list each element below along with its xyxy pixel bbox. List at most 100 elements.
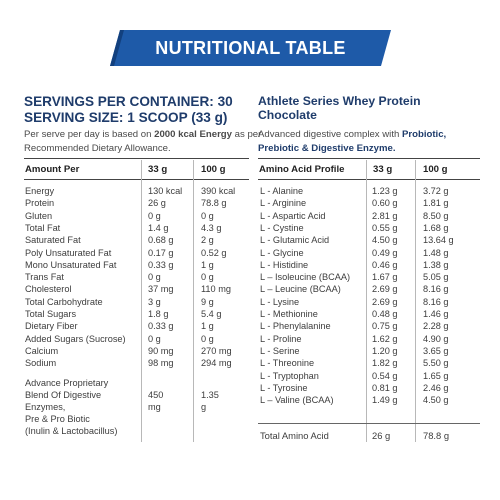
nutrient-value-33g: 1.4 g bbox=[148, 222, 169, 233]
right-table-top-rule bbox=[258, 158, 480, 159]
amino-row: L - Threonine 1.82 g 5.50 g bbox=[0, 357, 500, 369]
amino-value-100g: 5.50 g bbox=[423, 358, 449, 369]
digestive-note-pre: Advanced digestive complex with bbox=[258, 129, 402, 140]
total-amino-33g: 26 g bbox=[372, 430, 391, 441]
amino-row: L – Isoleucine (BCAA) 1.67 g 5.05 g bbox=[0, 271, 500, 283]
amino-row: L - Methionine 0.48 g 1.46 g bbox=[0, 308, 500, 320]
nutrient-value-33g: 0.33 g bbox=[148, 259, 174, 270]
nutrient-value-33g: 0 g bbox=[148, 333, 161, 344]
nutrient-row: Sodium 98 mg 294 mg bbox=[0, 357, 500, 369]
right-table-header-rule bbox=[258, 179, 480, 180]
amino-value-100g: 4.50 g bbox=[423, 395, 449, 406]
left-col-head-amount: Amount Per bbox=[25, 164, 80, 175]
digestive-note-probiotic: Probiotic, bbox=[401, 129, 447, 140]
right-col-head-33g: 33 g bbox=[373, 164, 393, 175]
amino-value-33g: 0.48 g bbox=[372, 309, 398, 319]
amino-value-100g: 8.16 g bbox=[423, 296, 449, 307]
left-table-divider-2 bbox=[193, 160, 194, 442]
servings-per-container: SERVINGS PER CONTAINER: 30 bbox=[24, 94, 233, 109]
amino-row: L – Valine (BCAA) 1.49 g 4.50 g bbox=[0, 394, 500, 406]
amino-row: L - Glutamic Acid 4.50 g 13.64 g bbox=[0, 234, 500, 246]
nutrient-value-33g: 26 g bbox=[148, 198, 166, 209]
blend-label-5: (Inulin & Lactobacillus) bbox=[25, 426, 118, 436]
rda-note: Per serve per day is based on 2000 kcal … bbox=[24, 128, 262, 156]
nutrient-value-33g: 1.8 g bbox=[148, 309, 169, 319]
serving-size: SERVING SIZE: 1 SCOOP (33 g) bbox=[24, 110, 228, 125]
nutrient-row: Protein 26 g 78.8 g bbox=[0, 197, 500, 209]
amino-label: L - Aspartic Acid bbox=[260, 210, 326, 221]
nutrient-value-33g: 0.68 g bbox=[148, 235, 174, 246]
nutrient-row: Cholesterol 37 mg 110 mg bbox=[0, 283, 500, 295]
amino-label: L - Serine bbox=[260, 345, 300, 356]
nutrient-row: Calcium 90 mg 270 mg bbox=[0, 345, 500, 357]
amino-label: L – Isoleucine (BCAA) bbox=[260, 272, 351, 283]
amino-value-100g: 13.64 g bbox=[423, 235, 454, 246]
rda-note-post: as per Recommended Dietary Allowance. bbox=[24, 129, 262, 154]
amino-value-100g: 5.05 g bbox=[423, 272, 449, 283]
amino-row: L - Cystine 0.55 g 1.68 g bbox=[0, 222, 500, 234]
amino-value-33g: 2.69 g bbox=[372, 284, 398, 295]
amino-label: L - Alanine bbox=[260, 186, 304, 196]
amino-label: L - Lysine bbox=[260, 296, 300, 307]
right-table-divider-2 bbox=[415, 160, 416, 442]
nutrient-row: Total Fat 1.4 g 4.3 g bbox=[0, 222, 500, 234]
nutrient-label: Poly Unsaturated Fat bbox=[25, 247, 112, 258]
nutrient-row: Poly Unsaturated Fat 0.17 g 0.52 g bbox=[0, 247, 500, 259]
nutrient-value-100g: 1 g bbox=[201, 321, 214, 332]
nutrient-row: Saturated Fat 0.68 g 2 g bbox=[0, 234, 500, 246]
amino-value-33g: 1.62 g bbox=[372, 333, 398, 344]
amino-label: L - Glycine bbox=[260, 247, 304, 258]
amino-value-100g: 1.81 g bbox=[423, 198, 449, 209]
nutrient-row: Gluten 0 g 0 g bbox=[0, 210, 500, 222]
nutrient-value-33g: 130 kcal bbox=[148, 186, 183, 196]
digestive-note: Advanced digestive complex with Probioti… bbox=[258, 128, 483, 156]
amino-value-100g: 8.50 g bbox=[423, 210, 449, 221]
nutrient-row: Mono Unsaturated Fat 0.33 g 1 g bbox=[0, 259, 500, 271]
amino-value-33g: 1.82 g bbox=[372, 358, 398, 369]
nutrient-value-33g: 0 g bbox=[148, 272, 161, 283]
blend-value-100g: 1.35 g bbox=[201, 390, 219, 412]
amino-label: L - Histidine bbox=[260, 259, 309, 270]
right-col-head-100g: 100 g bbox=[423, 164, 448, 175]
nutrient-value-100g: 294 mg bbox=[201, 358, 232, 369]
right-col-head-amino: Amino Acid Profile bbox=[259, 164, 345, 175]
nutrient-row: Trans Fat 0 g 0 g bbox=[0, 271, 500, 283]
banner-title: NUTRITIONAL TABLE bbox=[155, 37, 346, 58]
product-flavor: Chocolate bbox=[258, 108, 317, 122]
blend-row: Advance Proprietary Blend Of Digestive E… bbox=[25, 377, 219, 437]
amino-label: L - Threonine bbox=[260, 358, 315, 369]
amino-label: L - Glutamic Acid bbox=[260, 235, 330, 246]
nutrient-value-100g: 0 g bbox=[201, 272, 214, 283]
amino-value-33g: 0.46 g bbox=[372, 259, 398, 270]
nutrient-value-33g: 90 mg bbox=[148, 345, 174, 356]
amino-label: L - Arginine bbox=[260, 198, 307, 209]
nutrient-value-100g: 270 mg bbox=[201, 345, 232, 356]
amino-value-33g: 0.54 g bbox=[372, 370, 398, 381]
nutrient-row: Dietary Fiber 0.33 g 1 g bbox=[0, 320, 500, 332]
amino-value-33g: 4.50 g bbox=[372, 235, 398, 246]
nutrient-value-100g: 0 g bbox=[201, 210, 214, 221]
nutrient-label: Saturated Fat bbox=[25, 235, 81, 246]
amino-value-100g: 1.65 g bbox=[423, 370, 449, 381]
nutrient-value-33g: 0 g bbox=[148, 210, 161, 221]
amino-value-100g: 8.16 g bbox=[423, 284, 449, 295]
amino-value-33g: 1.20 g bbox=[372, 345, 398, 356]
nutrient-value-100g: 9 g bbox=[201, 296, 214, 307]
amino-value-33g: 0.75 g bbox=[372, 321, 398, 332]
nutrient-value-100g: 0.52 g bbox=[201, 247, 227, 258]
nutrient-value-33g: 0.33 g bbox=[148, 321, 174, 332]
amino-row: L - Lysine 2.69 g 8.16 g bbox=[0, 296, 500, 308]
amino-label: L - Proline bbox=[260, 333, 302, 344]
left-col-head-33g: 33 g bbox=[148, 164, 168, 175]
amino-row: L - Aspartic Acid 2.81 g 8.50 g bbox=[0, 210, 500, 222]
product-name: Athlete Series Whey Protein bbox=[258, 94, 421, 108]
amino-row: L - Proline 1.62 g 4.90 g bbox=[0, 333, 500, 345]
total-amino-100g: 78.8 g bbox=[423, 430, 450, 441]
amino-value-100g: 3.65 g bbox=[423, 345, 449, 356]
blend-label-1: Advance Proprietary bbox=[25, 378, 109, 388]
nutrient-label: Sodium bbox=[25, 358, 57, 369]
nutrient-value-100g: 110 mg bbox=[201, 284, 231, 295]
banner-shape bbox=[110, 30, 391, 66]
amino-row: L - Tyrosine 0.81 g 2.46 g bbox=[0, 382, 500, 394]
amino-value-100g: 4.90 g bbox=[423, 333, 449, 344]
